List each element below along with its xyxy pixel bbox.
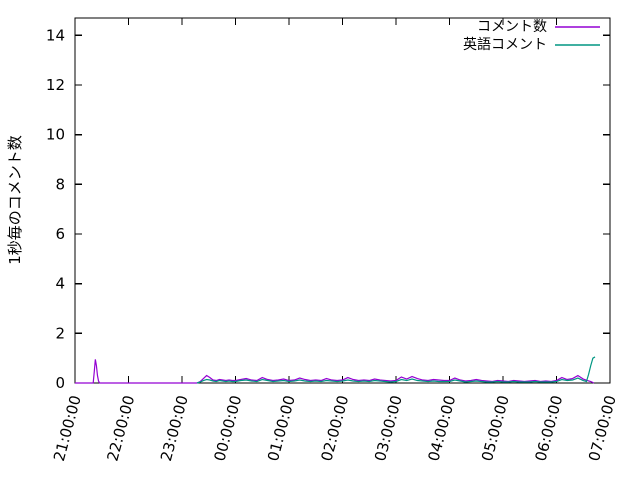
x-tick-label: 06:00:00 xyxy=(532,393,567,463)
y-axis-title: 1秒毎のコメント数 xyxy=(6,135,24,265)
y-tick-label: 2 xyxy=(55,324,65,342)
y-tick-label: 10 xyxy=(46,126,65,144)
series-line-1 xyxy=(196,356,596,384)
legend-label-1: 英語コメント xyxy=(463,36,547,53)
y-axis-title-text: 1秒毎のコメント数 xyxy=(6,135,24,265)
legend-label-0: コメント数 xyxy=(477,19,547,35)
y-axis-ticks: 0 2 4 6 8 10 12 14 xyxy=(46,26,610,392)
y-tick-label: 4 xyxy=(55,275,65,293)
x-tick-label: 00:00:00 xyxy=(211,393,246,463)
x-tick-label: 05:00:00 xyxy=(478,393,513,463)
x-tick-label: 22:00:00 xyxy=(104,393,139,463)
y-tick-label: 12 xyxy=(46,76,65,94)
x-tick-label: 03:00:00 xyxy=(371,393,406,463)
x-tick-label: 04:00:00 xyxy=(425,393,460,463)
y-tick-label: 6 xyxy=(55,225,65,243)
plot-border xyxy=(74,17,611,384)
series-line-0 xyxy=(75,359,595,384)
plot-frame xyxy=(74,17,611,384)
y-tick-label: 0 xyxy=(55,374,65,392)
x-axis-ticks: 21:00:00 22:00:00 23:00:00 00:00:00 01:00:00… xyxy=(50,18,620,463)
x-tick-label: 21:00:00 xyxy=(50,393,85,463)
x-tick-label: 02:00:00 xyxy=(318,393,353,463)
x-tick-label: 23:00:00 xyxy=(157,393,192,463)
x-tick-label: 07:00:00 xyxy=(585,393,620,463)
y-tick-label: 14 xyxy=(46,26,65,44)
x-tick-label: 01:00:00 xyxy=(264,393,299,463)
y-tick-label: 8 xyxy=(55,175,65,193)
data-series-group xyxy=(75,356,596,384)
